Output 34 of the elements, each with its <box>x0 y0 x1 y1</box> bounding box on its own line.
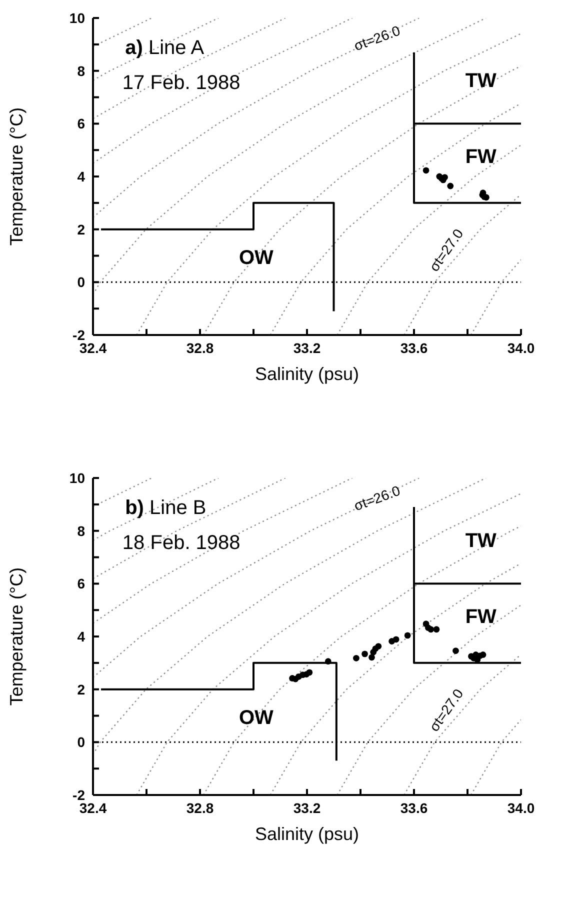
annotation: OW <box>238 707 274 730</box>
y-tick-label: 4 <box>77 168 86 184</box>
x-tick-label: 33.2 <box>293 340 321 356</box>
x-tick-label: 33.2 <box>293 800 321 816</box>
x-tick-label: 34.0 <box>507 340 535 356</box>
annotation: 18 Feb. 1988 <box>122 532 240 554</box>
annotation: TW <box>465 530 496 552</box>
x-tick-label: 33.6 <box>400 340 428 356</box>
y-tick-label: 0 <box>77 734 86 750</box>
y-axis-title: Temperature (°C) <box>6 107 26 246</box>
annotation: OW <box>238 247 274 270</box>
y-tick-label: 10 <box>69 470 86 486</box>
y-tick-label: 2 <box>77 221 86 238</box>
y-tick-label: 6 <box>77 116 86 132</box>
y-tick-label: 6 <box>77 576 86 592</box>
x-tick-label: 32.8 <box>186 800 214 816</box>
y-axis-title: Temperature (°C) <box>6 567 26 706</box>
annotation: FW <box>465 606 496 628</box>
annotation: FW <box>465 146 496 168</box>
x-tick-label: 32.8 <box>186 340 214 356</box>
y-tick-label: 8 <box>77 522 86 539</box>
annotation: 17 Feb. 1988 <box>122 72 240 94</box>
y-tick-label: 0 <box>77 274 86 290</box>
x-tick-label: 33.6 <box>400 800 428 816</box>
annotation: b) Line B <box>125 497 206 520</box>
annotation: a) Line A <box>125 37 204 60</box>
annotation: TW <box>465 70 496 92</box>
y-tick-label: 4 <box>77 628 86 644</box>
y-tick-label: 8 <box>77 62 86 79</box>
y-tick-label: 2 <box>77 681 86 698</box>
y-tick-label: 10 <box>69 10 86 26</box>
x-axis-title: Salinity (psu) <box>254 824 360 844</box>
x-axis-title: Salinity (psu) <box>254 364 360 384</box>
x-tick-label: 34.0 <box>507 800 535 816</box>
